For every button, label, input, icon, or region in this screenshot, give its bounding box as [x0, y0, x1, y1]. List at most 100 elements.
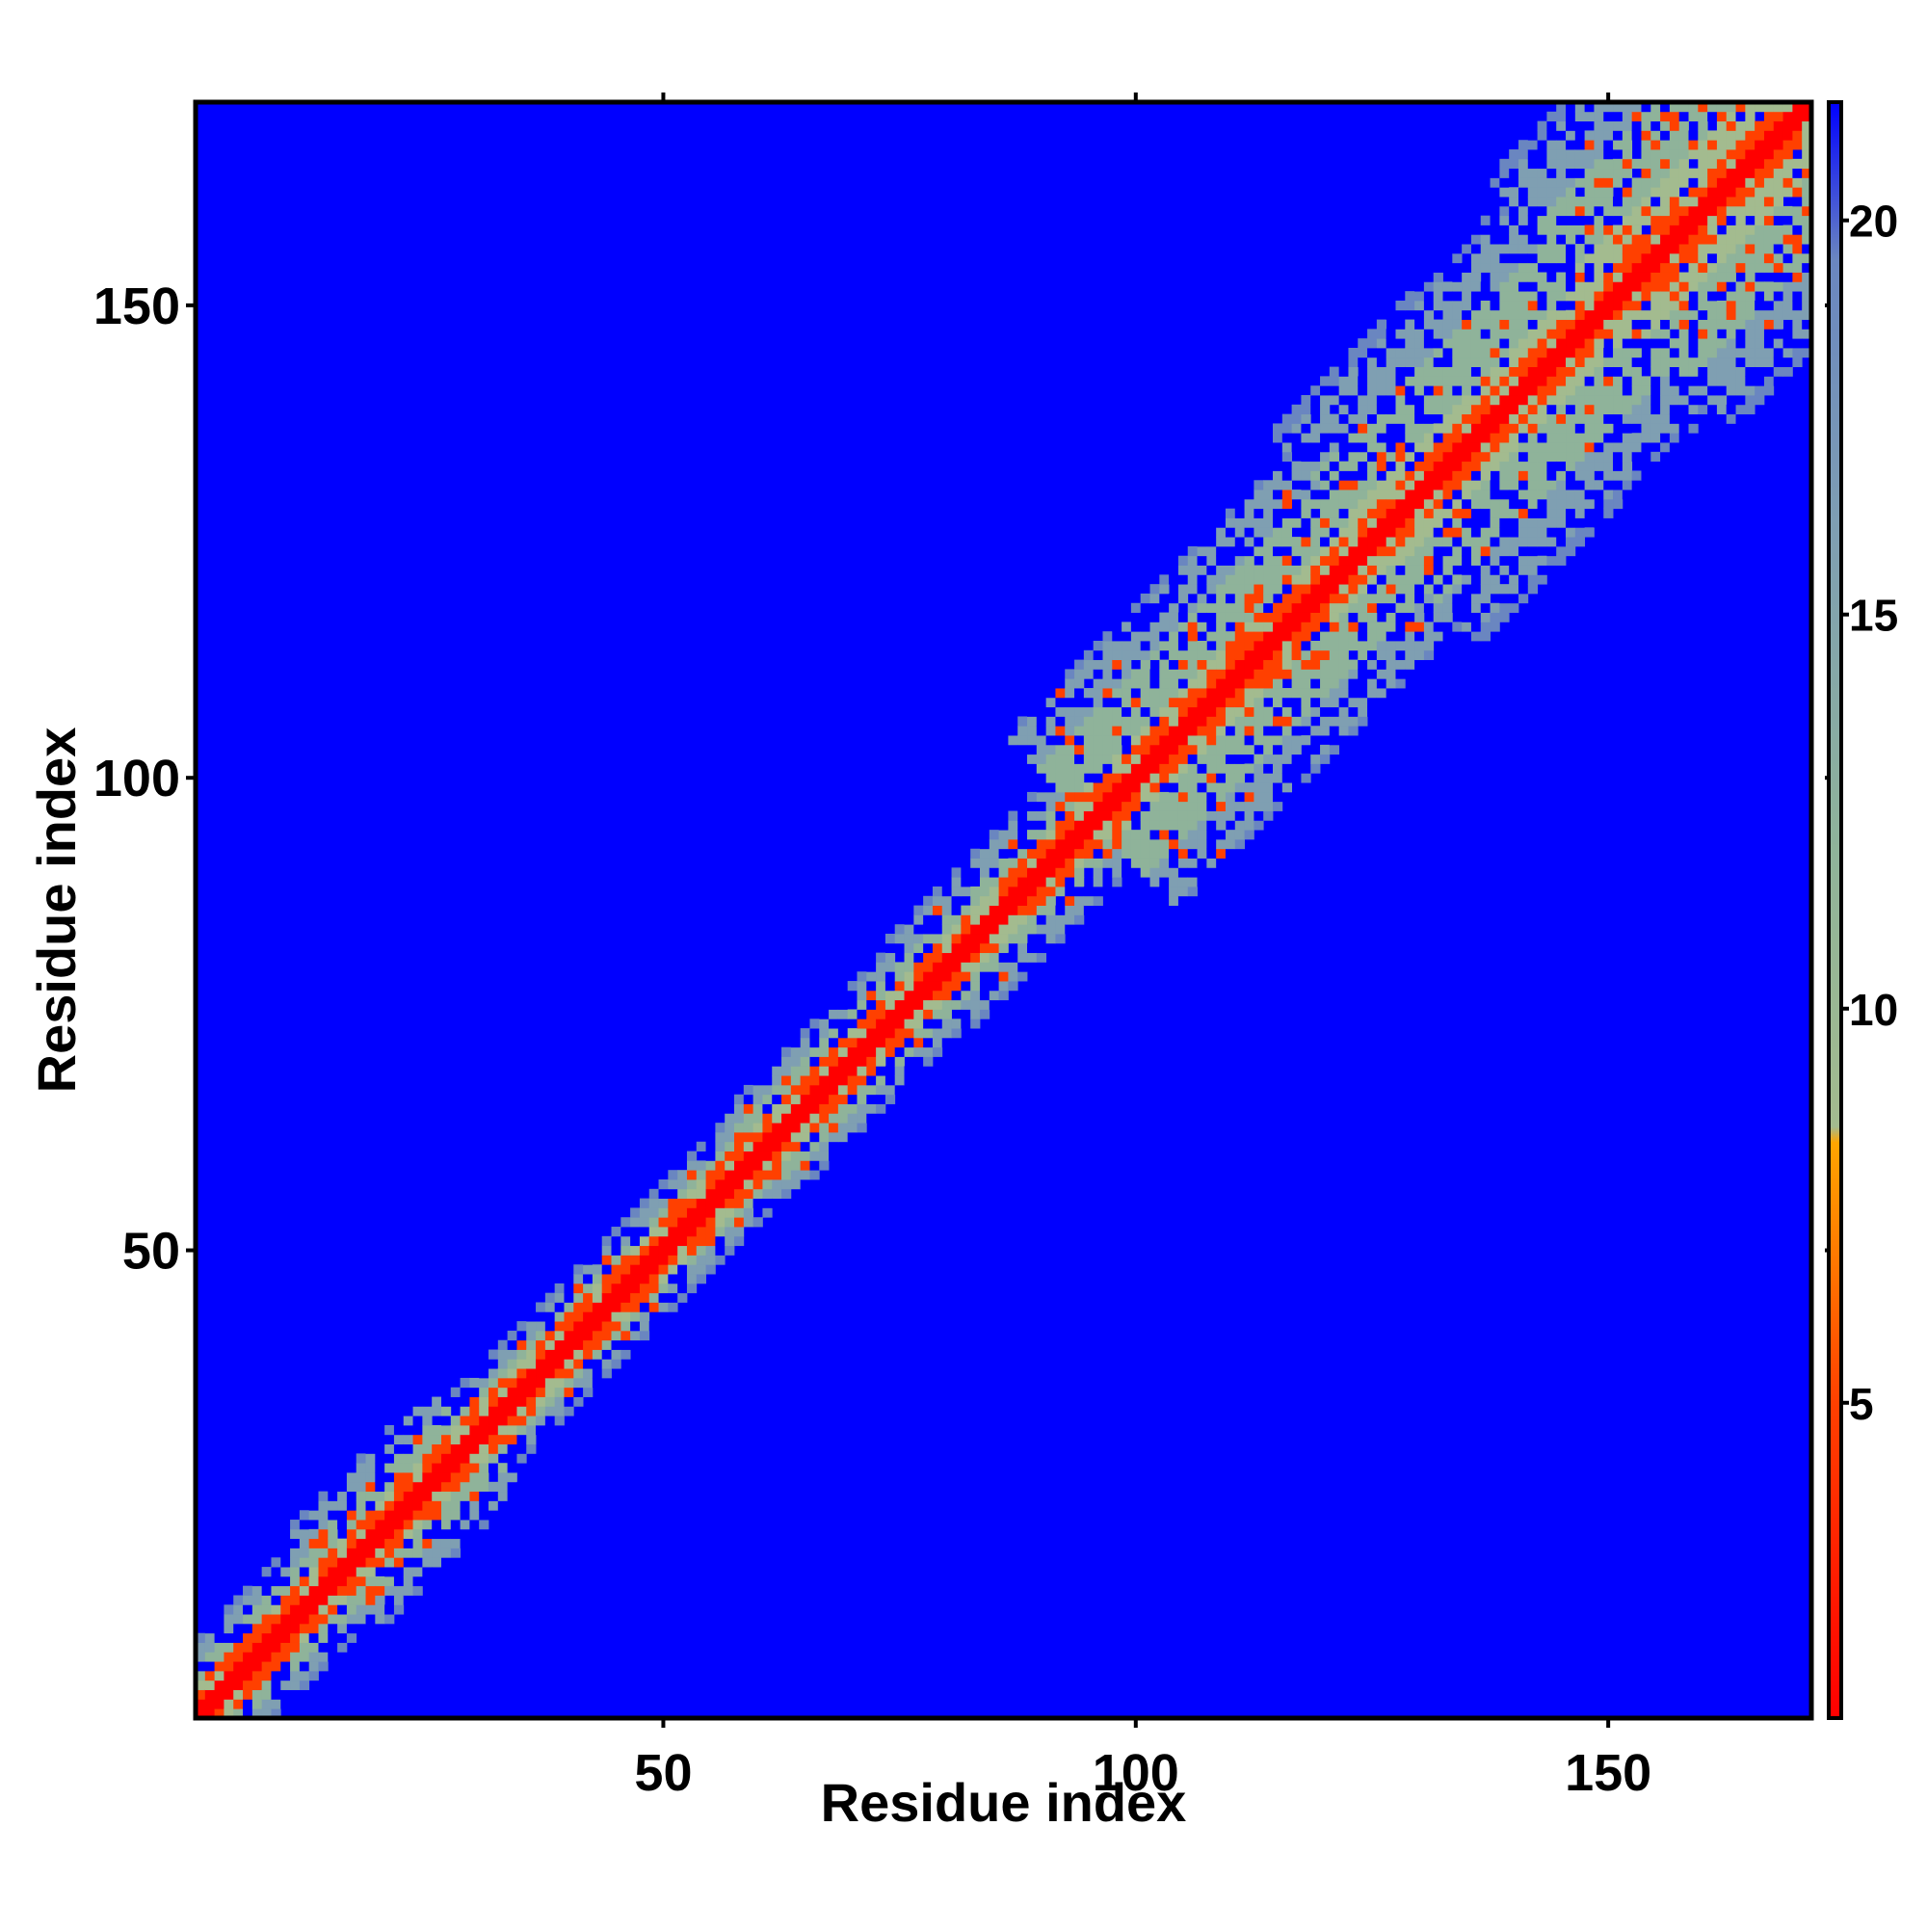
- heatmap-cell: [1584, 395, 1595, 406]
- heatmap-cell: [1395, 659, 1406, 670]
- heatmap-cell: [544, 1302, 556, 1312]
- heatmap-cell: [1660, 376, 1671, 386]
- heatmap-cell: [1074, 830, 1085, 840]
- heatmap-cell: [715, 1245, 726, 1256]
- heatmap-cell: [1452, 442, 1463, 453]
- heatmap-cell: [1509, 593, 1519, 604]
- heatmap-cell: [800, 1075, 810, 1086]
- heatmap-cell: [1631, 291, 1642, 302]
- heatmap-cell: [1386, 508, 1396, 518]
- heatmap-cell: [1556, 149, 1567, 160]
- heatmap-cell: [611, 1321, 621, 1332]
- heatmap-cell: [866, 1037, 877, 1048]
- heatmap-cell: [601, 1339, 612, 1350]
- heatmap-cell: [1735, 366, 1746, 377]
- x-tick-label: 100: [1093, 1744, 1179, 1802]
- heatmap-cell: [1574, 252, 1586, 264]
- heatmap-cell: [1169, 773, 1179, 783]
- heatmap-cell: [1613, 300, 1623, 311]
- heatmap-cell: [705, 1151, 716, 1161]
- heatmap-cell: [979, 1009, 990, 1019]
- heatmap-cell: [1527, 451, 1538, 463]
- heatmap-cell: [1499, 527, 1510, 538]
- heatmap-cell: [1546, 347, 1557, 358]
- heatmap-cell: [1594, 149, 1604, 160]
- heatmap-cell: [290, 1661, 301, 1672]
- heatmap-cell: [1281, 602, 1293, 613]
- heatmap-cell: [308, 1661, 319, 1672]
- heatmap-cell: [1773, 234, 1783, 245]
- heatmap-cell: [488, 1368, 499, 1379]
- heatmap-cell: [1122, 649, 1132, 661]
- heatmap-cell: [1433, 319, 1443, 330]
- heatmap-cell: [497, 1443, 509, 1454]
- heatmap-cell: [1310, 470, 1321, 481]
- heatmap-cell: [1556, 498, 1567, 510]
- heatmap-cell: [1603, 423, 1614, 434]
- heatmap-cell: [611, 1339, 621, 1350]
- heatmap-cell: [800, 1123, 810, 1133]
- heatmap-cell: [1074, 726, 1085, 736]
- heatmap-cell: [1367, 329, 1378, 339]
- heatmap-cell: [1763, 205, 1775, 217]
- heatmap-cell: [1698, 347, 1708, 358]
- heatmap-cell: [1405, 508, 1415, 518]
- heatmap-cell: [781, 1066, 792, 1076]
- heatmap-cell: [1187, 791, 1198, 803]
- heatmap-cell: [1093, 659, 1103, 670]
- heatmap-cell: [1556, 338, 1567, 349]
- heatmap-cell: [1187, 574, 1198, 585]
- heatmap-cell: [1650, 149, 1661, 160]
- heatmap-cell: [337, 1557, 348, 1568]
- heatmap-cell: [1130, 669, 1142, 679]
- heatmap-cell: [1112, 669, 1122, 679]
- heatmap-cell: [1698, 272, 1708, 282]
- heatmap-cell: [1130, 791, 1142, 803]
- heatmap-cell: [346, 1463, 357, 1473]
- heatmap-cell: [497, 1377, 509, 1389]
- heatmap-cell: [1197, 602, 1207, 613]
- heatmap-cell: [1537, 574, 1547, 585]
- heatmap-cell: [1688, 329, 1699, 339]
- heatmap-cell: [1065, 791, 1075, 803]
- heatmap-cell: [1395, 602, 1406, 613]
- heatmap-cell: [1499, 413, 1510, 424]
- heatmap-cell: [989, 934, 999, 944]
- heatmap-cell: [1802, 177, 1812, 188]
- heatmap-cell: [1470, 272, 1482, 282]
- heatmap-cell: [668, 1264, 678, 1275]
- heatmap-cell: [1594, 205, 1604, 217]
- heatmap-cell: [1669, 149, 1680, 160]
- heatmap-cell: [497, 1396, 509, 1407]
- heatmap-cell: [951, 886, 962, 897]
- heatmap-cell: [1263, 584, 1274, 595]
- heatmap-cell: [1678, 376, 1689, 386]
- heatmap-cell: [876, 952, 886, 963]
- heatmap-cell: [393, 1557, 405, 1568]
- heatmap-cell: [1735, 357, 1746, 367]
- heatmap-cell: [1036, 886, 1047, 897]
- heatmap-cell: [554, 1339, 565, 1350]
- heatmap-cell: [375, 1453, 385, 1464]
- heatmap-cell: [762, 1113, 773, 1124]
- heatmap-cell: [1763, 177, 1775, 188]
- heatmap-cell: [1574, 215, 1586, 225]
- heatmap-cell: [1273, 659, 1283, 670]
- heatmap-cell: [1470, 545, 1482, 557]
- heatmap-cell: [308, 1652, 319, 1662]
- heatmap-cell: [1470, 262, 1482, 273]
- heatmap-cell: [611, 1292, 621, 1303]
- heatmap-cell: [1055, 791, 1066, 803]
- heatmap-cell: [1698, 215, 1708, 225]
- heatmap-cell: [979, 962, 990, 972]
- heatmap-cell: [1433, 404, 1443, 415]
- heatmap-cell: [790, 1131, 802, 1143]
- heatmap-cell: [1688, 187, 1699, 198]
- heatmap-cell: [951, 981, 962, 992]
- heatmap-cell: [1358, 395, 1368, 406]
- heatmap-cell: [648, 1198, 659, 1208]
- heatmap-cell: [1678, 234, 1689, 245]
- heatmap-cell: [1527, 498, 1538, 510]
- heatmap-cell: [1320, 574, 1331, 585]
- heatmap-cell: [224, 1614, 234, 1625]
